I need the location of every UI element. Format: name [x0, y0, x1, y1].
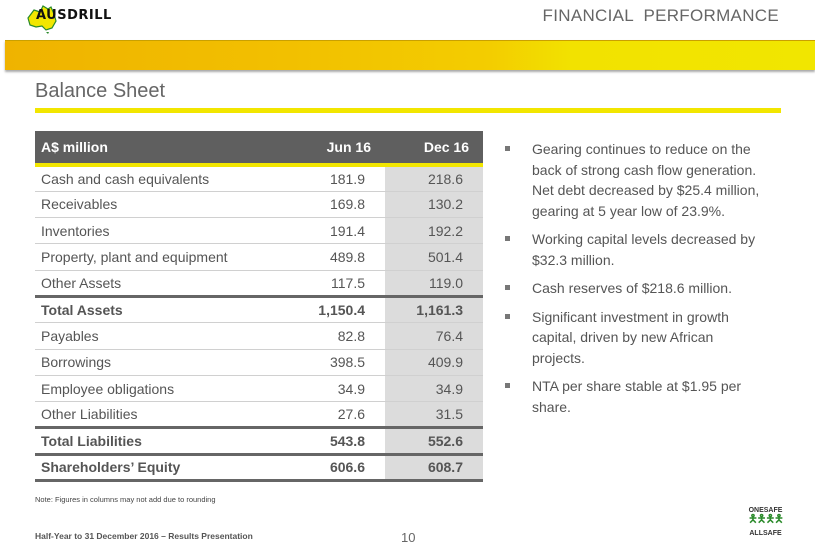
row-label: Property, plant and equipment [35, 243, 265, 271]
jun16-value: 398.5 [265, 349, 385, 376]
dec16-value: 501.4 [385, 243, 483, 271]
row-label: Shareholders’ Equity [35, 452, 265, 483]
badge-top-text: ONESAFE [748, 507, 783, 514]
bullet-text: NTA per share stable at $1.95 per share. [532, 378, 742, 415]
table-row: Other Liabilities 27.6 31.5 [35, 401, 483, 429]
dec16-value: 31.5 [385, 401, 483, 429]
table-row: Total Assets 1,150.4 1,161.3 [35, 294, 483, 324]
square-bullet-icon [505, 236, 510, 241]
row-label: Cash and cash equivalents [35, 165, 265, 192]
jun16-value: 489.8 [265, 243, 385, 271]
logo-text: AUSDRILL [36, 8, 112, 23]
bullet-item: Working capital levels decreased by $32.… [505, 229, 770, 270]
bullet-text: Working capital levels decreased by $32.… [532, 231, 756, 268]
row-label: Payables [35, 322, 265, 350]
bullet-text: Significant investment in growth capital… [532, 308, 729, 366]
square-bullet-icon [505, 383, 510, 388]
title-divider [35, 108, 781, 113]
table-row: Inventories 191.4 192.2 [35, 217, 483, 245]
table-row: Receivables 169.8 130.2 [35, 191, 483, 219]
row-label: Borrowings [35, 349, 265, 376]
table-row: Borrowings 398.5 409.9 [35, 349, 483, 376]
australia-map-icon [27, 5, 57, 34]
jun16-value: 543.8 [265, 426, 385, 455]
table-row: Payables 82.8 76.4 [35, 322, 483, 350]
square-bullet-icon [505, 285, 510, 290]
jun16-value: 191.4 [265, 217, 385, 245]
rounding-note: Note: Figures in columns may not add due… [35, 495, 216, 504]
footer-text: Half-Year to 31 December 2016 – Results … [35, 531, 253, 541]
row-label: Employee obligations [35, 375, 265, 403]
jun16-value: 606.6 [265, 452, 385, 483]
yellow-banner [5, 40, 815, 70]
row-label: Other Assets [35, 270, 265, 297]
people-figures-icon: 🯅🯅🯅🯅 [748, 513, 784, 525]
jun16-value: 1,150.4 [265, 294, 385, 324]
dec16-value: 130.2 [385, 191, 483, 219]
table-row: Total Liabilities 543.8 552.6 [35, 426, 483, 455]
jun16-value: 34.9 [265, 375, 385, 403]
column-header: A$ million [35, 131, 265, 167]
bullet-item: NTA per share stable at $1.95 per share. [505, 376, 770, 417]
bullet-item: Significant investment in growth capital… [505, 307, 770, 369]
jun16-value: 169.8 [265, 191, 385, 219]
section-title: FINANCIAL PERFORMANCE [542, 6, 779, 25]
dec16-value: 552.6 [385, 426, 483, 455]
bullet-text: Cash reserves of $218.6 million. [532, 280, 732, 296]
dec16-value: 218.6 [385, 165, 483, 192]
jun16-value: 27.6 [265, 401, 385, 429]
column-header: Jun 16 [265, 131, 385, 167]
row-label: Receivables [35, 191, 265, 219]
dec16-value: 409.9 [385, 349, 483, 376]
jun16-value: 181.9 [265, 165, 385, 192]
bullet-item: Gearing continues to reduce on the back … [505, 139, 770, 221]
key-points-list: Gearing continues to reduce on the back … [505, 139, 770, 425]
row-label: Other Liabilities [35, 401, 265, 429]
onesafe-allsafe-logo: ONESAFE 🯅🯅🯅🯅 ALLSAFE [743, 506, 788, 538]
dec16-value: 1,161.3 [385, 294, 483, 324]
square-bullet-icon [505, 313, 510, 319]
jun16-value: 117.5 [265, 270, 385, 297]
bullet-item: Cash reserves of $218.6 million. [505, 278, 770, 299]
bullet-text: Gearing continues to reduce on the back … [532, 141, 760, 219]
table-row: Other Assets 117.5 119.0 [35, 270, 483, 297]
column-header: Dec 16 [385, 131, 483, 167]
badge-bottom-text: ALLSAFE [749, 530, 782, 537]
table-header-row: A$ million Jun 16 Dec 16 [35, 131, 483, 167]
row-label: Inventories [35, 217, 265, 245]
page-number: 10 [401, 530, 416, 545]
dec16-value: 608.7 [385, 452, 483, 483]
page-title: Balance Sheet [35, 80, 166, 102]
dec16-value: 192.2 [385, 217, 483, 245]
jun16-value: 82.8 [265, 322, 385, 350]
square-bullet-icon [505, 146, 510, 151]
table-row: Shareholders’ Equity 606.6 608.7 [35, 452, 483, 483]
dec16-value: 76.4 [385, 322, 483, 350]
balance-sheet-table: A$ million Jun 16 Dec 16 Cash and cash e… [35, 131, 483, 483]
table-row: Employee obligations 34.9 34.9 [35, 375, 483, 403]
dec16-value: 119.0 [385, 270, 483, 297]
row-label: Total Liabilities [35, 426, 265, 455]
table-row: Cash and cash equivalents 181.9 218.6 [35, 165, 483, 192]
dec16-value: 34.9 [385, 375, 483, 403]
row-label: Total Assets [35, 294, 265, 324]
table-row: Property, plant and equipment 489.8 501.4 [35, 243, 483, 271]
